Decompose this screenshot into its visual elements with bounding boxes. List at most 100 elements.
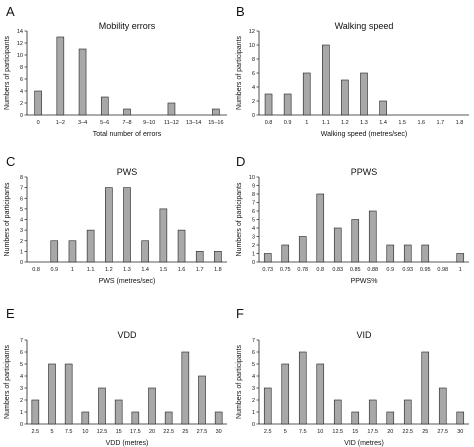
bar-d-11 [456, 253, 465, 263]
chart-panel-a: A Mobility errors 0 2 4 6 8 10 12 14 Numbers of pa… [4, 4, 227, 138]
chart-title: VDD [117, 330, 137, 340]
x-tick-label: 7.5 [65, 429, 73, 435]
y-tick-label: 4 [252, 85, 255, 91]
x-tick-label: 27.5 [197, 429, 208, 435]
x-tick-label: 15 [116, 429, 122, 435]
bar-d-3 [316, 193, 325, 263]
y-tick-label: 4 [20, 89, 23, 95]
bar-b-5 [360, 72, 368, 116]
bar-f-5 [351, 411, 360, 425]
x-tick-label: 5 [284, 429, 287, 435]
y-tick-label: 3 [252, 235, 255, 241]
x-tick-label: 0.78 [297, 267, 308, 273]
x-tick-label: 0.8 [316, 267, 324, 273]
bar-e-4 [98, 387, 106, 425]
y-tick-label: 4 [20, 218, 23, 224]
x-tick-label: 20 [149, 429, 155, 435]
y-tick-label: 6 [20, 350, 23, 356]
y-tick-label: 5 [252, 362, 255, 368]
x-tick-label: 15–16 [208, 120, 223, 126]
bar-e-6 [131, 411, 140, 425]
x-tick-label: 1.1 [322, 120, 330, 126]
x-axis-label: VID (metres) [344, 440, 384, 447]
x-tick-label: 15 [352, 429, 358, 435]
bar-d-5 [351, 219, 360, 263]
bar-b-2 [302, 72, 311, 116]
y-tick-label: 10 [249, 43, 255, 49]
x-tick-label: 20 [387, 429, 393, 435]
x-tick-label: 1 [71, 267, 74, 273]
y-tick-label: 0 [252, 260, 255, 266]
y-tick-label: 6 [20, 196, 23, 202]
x-tick-label: 27.5 [437, 429, 448, 435]
chart-title: PWS [117, 167, 138, 177]
bar-c-3 [86, 229, 95, 263]
bar-c-9 [195, 251, 204, 263]
x-tick-label: 1.3 [123, 267, 131, 273]
bar-e-11 [214, 411, 223, 425]
x-tick-label: 0.95 [420, 267, 431, 273]
x-tick-label: 17.5 [367, 429, 378, 435]
bar-e-8 [164, 411, 173, 425]
chart-panel-d: D PPWS 0 1 2 3 4 5 6 7 8 9 10 Numbers of participants… [236, 154, 469, 285]
y-tick-label: 7 [20, 186, 23, 192]
y-tick-label: 8 [20, 175, 23, 181]
y-tick-label: 2 [20, 101, 23, 107]
bar-a-8 [212, 108, 220, 116]
x-tick-label: 1.5 [160, 267, 168, 273]
x-tick-label: 1.6 [417, 120, 425, 126]
x-tick-label: 22.5 [402, 429, 413, 435]
x-tick-label: 0.9 [386, 267, 394, 273]
x-axis-label: PPWS% [351, 278, 378, 285]
x-tick-label: 1–2 [56, 120, 65, 126]
panel-letter: E [6, 306, 15, 321]
y-tick-label: 12 [17, 41, 23, 47]
bar-a-4 [123, 108, 131, 116]
y-tick-label: 8 [252, 192, 255, 198]
y-tick-label: 7 [20, 338, 23, 344]
bar-f-7 [386, 411, 395, 425]
x-tick-label: 1.4 [141, 267, 149, 273]
x-tick-label: 17.5 [130, 429, 141, 435]
y-tick-label: 0 [252, 422, 255, 428]
x-tick-label: 1.2 [341, 120, 349, 126]
y-tick-label: 10 [17, 53, 23, 59]
y-tick-label: 4 [252, 226, 255, 232]
chart-title: VID [356, 330, 372, 340]
panel-letter: F [236, 306, 244, 321]
chart-title: PPWS [351, 167, 378, 177]
x-tick-label: 0.83 [332, 267, 343, 273]
bar-b-3 [322, 44, 330, 116]
y-tick-label: 1 [20, 249, 23, 255]
x-tick-label: 1.5 [398, 120, 406, 126]
x-axis-label: Walking speed (metres/sec) [321, 131, 408, 138]
x-tick-label: 0 [37, 120, 40, 126]
y-axis-label: Numbers of participants [4, 182, 11, 256]
y-tick-label: 2 [20, 239, 23, 245]
x-tick-label: 12.5 [332, 429, 343, 435]
x-tick-label: 12.5 [97, 429, 108, 435]
bar-d-4 [333, 227, 342, 263]
x-tick-label: 5–6 [100, 120, 109, 126]
x-tick-label: 1 [459, 267, 462, 273]
y-axis-label: Numbers of participants [236, 182, 243, 256]
chart-panel-b: B Walking speed 0 2 4 6 8 10 12 Numbers of partic… [236, 4, 469, 138]
x-tick-label: 0.8 [265, 120, 273, 126]
bar-f-8 [403, 399, 412, 425]
x-tick-label: 1.2 [105, 267, 113, 273]
y-tick-label: 1 [252, 410, 255, 416]
bar-e-7 [148, 387, 156, 425]
x-tick-label: 2.5 [264, 429, 272, 435]
panel-letter: B [236, 4, 245, 19]
x-axis-label: PWS (metres/sec) [99, 278, 156, 285]
bar-f-0 [263, 387, 272, 425]
x-tick-label: 1.8 [214, 267, 222, 273]
x-axis-label: VDD (metres) [106, 440, 149, 447]
bar-e-0 [31, 399, 40, 425]
bar-a-2 [78, 48, 87, 116]
x-tick-label: 30 [216, 429, 222, 435]
y-tick-label: 12 [249, 29, 255, 35]
bar-d-0 [263, 253, 272, 263]
bar-d-2 [298, 236, 307, 263]
